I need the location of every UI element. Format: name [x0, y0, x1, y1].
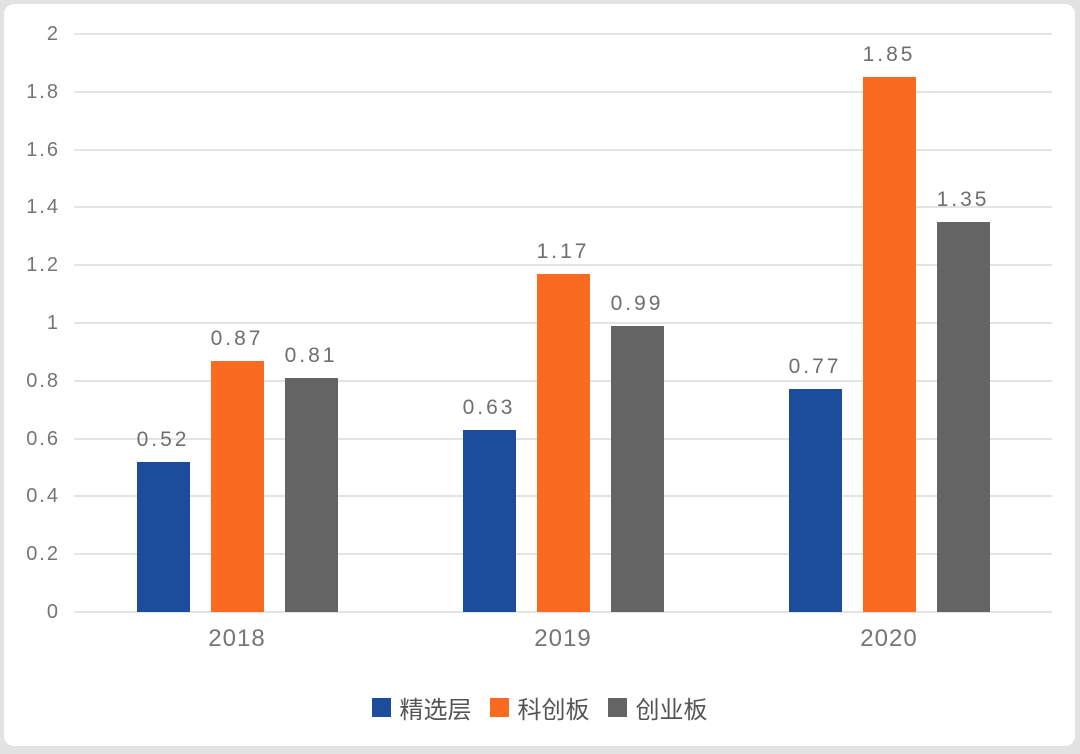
bar-value-label: 1.35 — [936, 187, 990, 211]
bar-2019-1 — [536, 273, 590, 612]
legend-swatch-icon — [371, 698, 391, 717]
x-tick-label: 2020 — [860, 625, 918, 652]
legend-item: 精选层 — [371, 690, 472, 725]
chart-card: 0 0.2 0.4 0.6 0.8 1 1.2 1.4 1.6 1.8 2 2018 0.52 0.87 0… — [4, 4, 1075, 746]
bar-value-label: 1.85 — [862, 43, 916, 67]
legend-item: 创业板 — [607, 690, 708, 725]
gridline-1.6 — [74, 148, 1052, 151]
legend-swatch-icon — [489, 698, 509, 717]
legend-label: 科创板 — [517, 697, 590, 724]
bar-2020-2 — [936, 221, 990, 612]
y-tick-label: 1.8 — [26, 80, 60, 103]
x-tick-label: 2018 — [208, 625, 266, 652]
gridline-2 — [74, 33, 1052, 35]
y-tick-label: 1.2 — [26, 254, 60, 277]
y-tick-label: 1.4 — [26, 196, 60, 219]
gridline-1.8 — [74, 90, 1052, 93]
y-tick-label: 2 — [46, 23, 60, 45]
bar-value-label: 0.77 — [788, 355, 842, 379]
gridline-1.4 — [74, 206, 1052, 209]
bar-2019-0 — [462, 429, 516, 612]
bar-2018-0 — [136, 461, 190, 612]
x-tick-label: 2019 — [534, 625, 592, 652]
legend-label: 精选层 — [399, 697, 472, 724]
y-tick-label: 0.2 — [26, 543, 60, 566]
bar-2020-1 — [862, 77, 916, 612]
gridline-0 — [74, 611, 1052, 613]
bar-2019-2 — [610, 325, 664, 612]
bar-value-label: 0.87 — [210, 326, 264, 350]
bar-value-label: 0.99 — [610, 291, 664, 315]
bar-value-label: 1.17 — [536, 239, 590, 263]
bar-2018-2 — [284, 377, 338, 612]
bar-value-label: 0.52 — [136, 427, 190, 451]
bar-value-label: 0.81 — [284, 343, 338, 367]
y-tick-label: 0 — [46, 601, 60, 623]
y-tick-label: 0.6 — [26, 427, 60, 450]
legend-label: 创业板 — [635, 697, 708, 724]
legend: 精选层 科创板 创业板 — [4, 690, 1075, 725]
legend-item: 科创板 — [489, 690, 590, 725]
bar-2018-1 — [210, 360, 264, 612]
y-tick-label: 0.8 — [26, 369, 60, 392]
plot-area: 0 0.2 0.4 0.6 0.8 1 1.2 1.4 1.6 1.8 2 2018 0.52 0.87 0… — [4, 4, 1075, 746]
bar-2020-0 — [788, 389, 842, 612]
y-tick-label: 0.4 — [26, 485, 60, 508]
y-tick-label: 1 — [46, 312, 60, 334]
bar-value-label: 0.63 — [462, 395, 516, 419]
gridline-1.2 — [74, 264, 1052, 267]
y-tick-label: 1.6 — [26, 138, 60, 161]
legend-swatch-icon — [607, 698, 627, 717]
